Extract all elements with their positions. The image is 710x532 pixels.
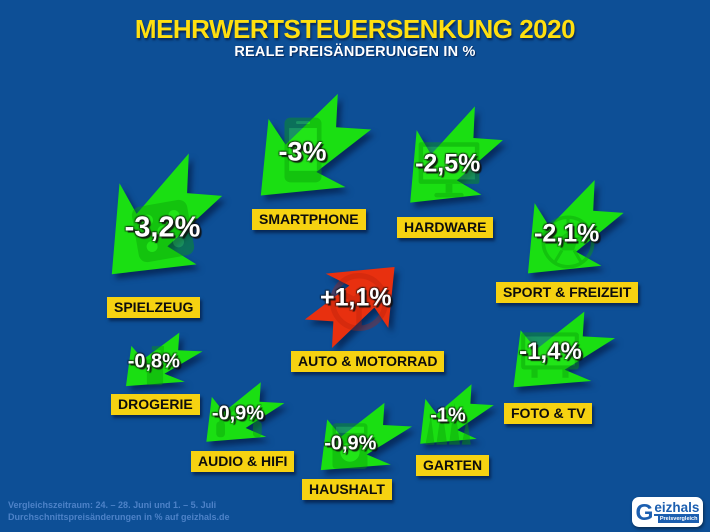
smartphone-icon [284,117,321,183]
label-smartphone: SMARTPHONE [252,209,366,230]
up-arrow [304,266,395,348]
value-garten: -1% [430,404,466,427]
value-spielzeug: -3,2% [124,211,201,244]
label-hardware: HARDWARE [397,217,494,238]
steering-wheel-icon [330,273,389,331]
logo-name-text: eizhals [654,500,700,516]
page-subtitle: REALE PREISÄNDERUNGEN IN % [234,44,476,60]
value-smartphone: -3% [278,136,327,166]
down-arrow [260,93,372,196]
label-spielzeug: SPIELZEUG [107,297,201,318]
headphones-icon [216,404,262,437]
down-arrow [320,402,413,471]
value-drogerie: -0,8% [127,350,180,373]
logo-wordmark: eizhals Preisvergleich [654,500,700,523]
grass-icon [425,402,471,445]
down-arrow [420,384,494,444]
label-audio-hifi: AUDIO & HIFI [191,451,295,472]
down-arrow [125,332,203,387]
value-auto-motorrad: +1,1% [319,283,392,312]
category-audio-hifi: -0,9% [186,377,292,455]
logo-tagline: Preisvergleich [657,516,700,523]
page-title: MEHRWERTSTEUERSENKUNG 2020 [134,14,576,44]
label-foto-tv: FOTO & TV [504,403,593,424]
value-haushalt: -0,9% [324,432,377,455]
value-sport-freizeit: -2,1% [534,219,600,248]
label-auto-motorrad: AUTO & MOTORRAD [291,351,445,372]
value-foto-tv: -1,4% [519,337,582,365]
value-hardware: -2,5% [415,149,481,178]
category-smartphone: -3% [232,85,382,218]
footer-source-note: Durchschnittspreisänderungen in % auf ge… [8,512,230,522]
logo-letter-g: G [635,498,654,525]
category-foto-tv: -1,4% [487,305,625,404]
down-arrow [206,382,285,442]
category-sport-freizeit: -2,1% [503,172,633,294]
label-garten: GARTEN [416,455,490,476]
category-spielzeug: -3,2% [83,143,233,301]
lotion-bottle-icon [146,346,164,386]
dice-icon [131,200,194,263]
down-arrow [111,153,223,275]
down-arrow [527,180,624,274]
label-sport-freizeit: SPORT & FREIZEIT [496,282,639,303]
category-haushalt: -0,9% [297,397,421,485]
tv-icon [521,331,580,378]
down-arrow [513,311,616,388]
value-audio-hifi: -0,9% [211,402,265,425]
category-drogerie: -0,8% [106,328,210,398]
label-haushalt: HAUSHALT [302,479,392,500]
washing-machine-icon [332,423,368,470]
down-arrow [410,106,503,203]
soccer-ball-icon [541,214,595,269]
footer-comparison-period: Vergleichszeitraum: 24. – 28. Juni und 1… [8,500,217,510]
category-hardware: -2,5% [386,98,512,224]
category-auto-motorrad: +1,1% [296,249,418,355]
geizhals-logo: G eizhals Preisvergleich [632,497,703,527]
monitor-icon [418,142,480,198]
category-garten: -1% [401,379,501,457]
label-drogerie: DROGERIE [111,394,200,415]
